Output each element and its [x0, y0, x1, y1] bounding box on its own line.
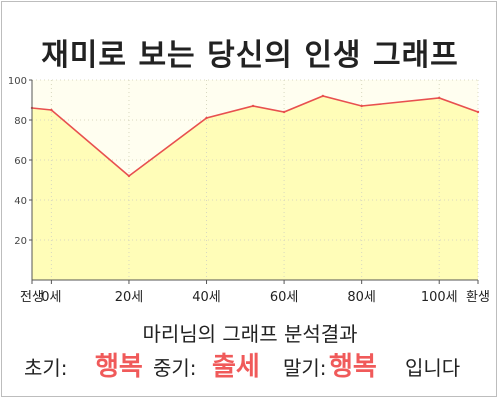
late-label: 말기:	[283, 356, 327, 380]
late-value: 행복	[329, 352, 377, 382]
analysis-summary: 마리님의 그래프 분석결과	[142, 322, 358, 346]
middle-label: 중기:	[153, 356, 197, 380]
y-tick-label: 60	[14, 156, 27, 167]
data-point	[321, 94, 325, 98]
data-point	[438, 96, 441, 100]
data-point	[127, 174, 131, 178]
data-point	[50, 108, 53, 112]
x-tick-label: 100세	[421, 290, 458, 305]
x-tick-label: 0세	[41, 290, 61, 305]
middle-value: 출세	[212, 352, 260, 382]
data-point	[205, 116, 208, 120]
life-line	[31, 95, 479, 178]
x-tick-label: 환생	[466, 290, 490, 305]
data-point	[360, 104, 363, 108]
life-area-fill	[32, 96, 478, 280]
y-tick-label: 20	[14, 236, 27, 247]
y-tick-label: 80	[14, 116, 27, 127]
data-point	[476, 110, 480, 114]
data-point	[282, 110, 286, 114]
y-tick-label: 40	[14, 196, 27, 207]
early-label: 초기:	[24, 356, 68, 380]
x-tick-label: 40세	[192, 290, 221, 305]
x-tick-label: 20세	[115, 290, 144, 305]
early-value: 행복	[95, 352, 143, 382]
ending-text: 입니다	[405, 356, 461, 380]
analysis-result: 초기: 행복 중기: 출세 말기: 행복 입니다	[0, 346, 500, 382]
x-tick-label: 60세	[270, 290, 299, 305]
x-tick-label: 80세	[347, 290, 376, 305]
y-tick-label: 100	[8, 76, 27, 87]
x-tick-label: 전생	[20, 290, 44, 305]
data-point	[251, 104, 255, 108]
page-title: 재미로 보는 당신의 인생 그래프	[41, 38, 459, 73]
